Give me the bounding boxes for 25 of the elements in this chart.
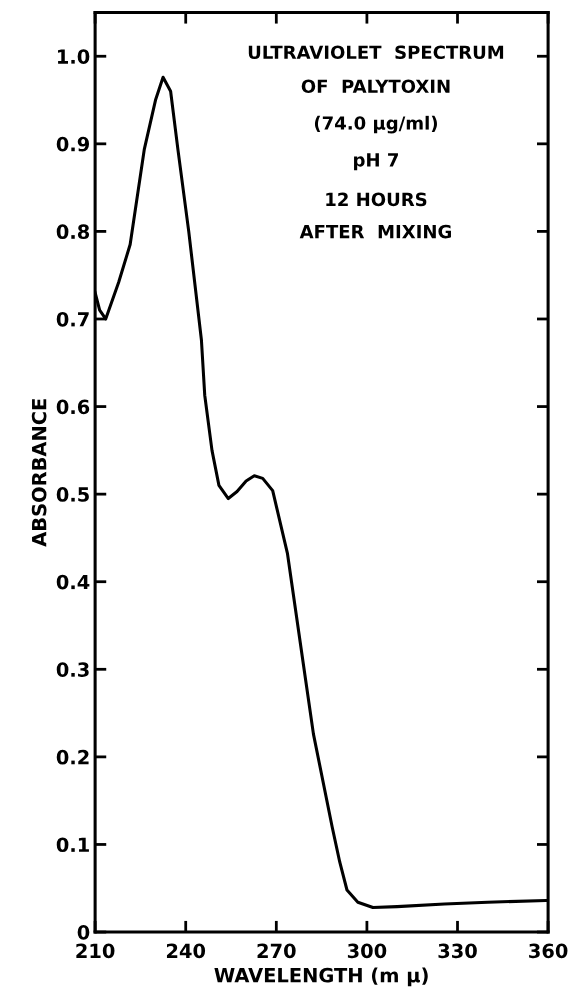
x-tick-label: 360	[529, 943, 568, 959]
y-tick-label: 0.8	[56, 224, 90, 240]
y-axis-title: ABSORBANCE	[31, 399, 47, 547]
y-tick-label: 0.4	[56, 574, 90, 590]
annotation: ULTRAVIOLET SPECTRUM	[248, 45, 504, 60]
y-tick-label: 0.1	[56, 837, 89, 853]
y-tick-label: 0.2	[56, 749, 89, 765]
annotation: (74.0 μg/ml)	[314, 115, 437, 134]
y-tick-label: 0	[77, 924, 90, 940]
x-axis-title: WAVELENGTH (m μ)	[214, 967, 428, 987]
y-tick-label: 0.5	[56, 487, 89, 502]
x-tick-label: 330	[438, 943, 477, 959]
annotation: AFTER MIXING	[299, 224, 451, 239]
y-tick-label: 0.3	[56, 662, 89, 677]
annotation: pH 7	[354, 153, 398, 171]
y-tick-label: 0.6	[56, 399, 90, 415]
x-tick-label: 270	[257, 943, 296, 959]
x-tick-label: 240	[166, 943, 206, 959]
x-tick-label: 300	[347, 943, 387, 959]
y-tick-label: 1.0	[58, 49, 90, 64]
y-tick-label: 0.9	[56, 136, 90, 152]
annotation: OF PALYTOXIN	[301, 79, 450, 94]
y-tick-label: 0.7	[56, 311, 89, 327]
annotation: 12 HOURS	[326, 192, 427, 207]
x-tick-label: 210	[76, 943, 115, 959]
